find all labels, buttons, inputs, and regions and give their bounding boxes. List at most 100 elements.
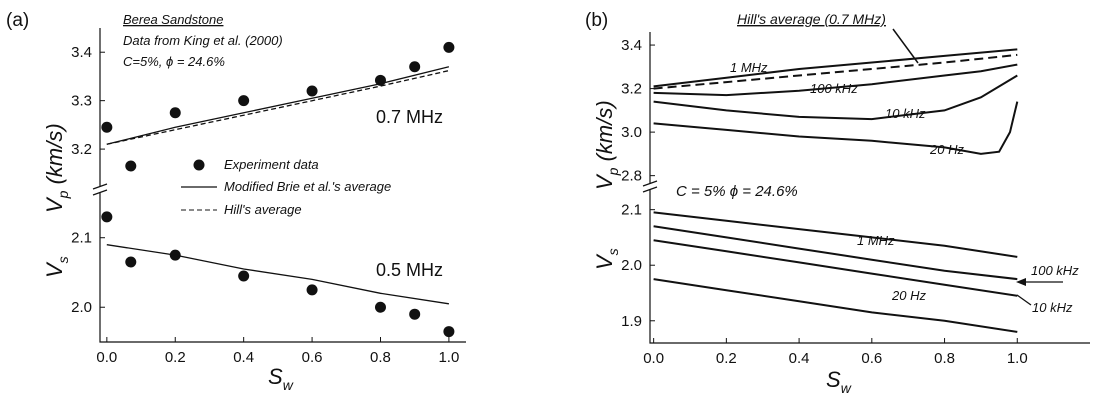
y-tick-label: 2.8 <box>621 168 642 185</box>
panel-a-x-label: Sw <box>268 364 294 393</box>
panel-b-bottom-y-label: Vs <box>592 248 621 270</box>
data-point-experiment-data <box>101 121 113 133</box>
panel-b-param-note: C = 5% ϕ = 24.6% <box>676 183 798 200</box>
y-tick-label: 3.3 <box>71 93 92 110</box>
x-tick-label: 0.4 <box>233 349 254 366</box>
x-tick-label: 1.0 <box>438 349 459 366</box>
panel-a-bottom-y-label: Vs <box>42 256 71 278</box>
b-arrowhead-100khz <box>1016 278 1026 286</box>
x-tick-label: 0.4 <box>789 350 810 367</box>
data-point-experiment-data <box>409 61 421 73</box>
panel-b-x-label: Sw <box>826 367 852 396</box>
y-tick-label: 2.1 <box>71 230 92 247</box>
y-tick-label: 2.1 <box>621 202 642 219</box>
panel-a-top-freq-label: 0.7 MHz <box>376 107 443 127</box>
panel-a-bottom-y-ticks: 2.0 2.1 <box>71 230 105 316</box>
data-point-experiment-data <box>169 107 181 119</box>
data-point-experiment-data <box>306 85 318 97</box>
panel-b-hill-label: Hill's average (0.7 MHz) <box>737 11 886 27</box>
series-line-10-khz <box>653 74 1018 121</box>
y-tick-label: 1.9 <box>621 313 642 330</box>
b-bottom-label-20hz: 20 Hz <box>891 288 926 303</box>
panel-a-source-note: Data from King et al. (2000) <box>123 33 283 48</box>
series-line-hill-s-average-0-7-mhz <box>653 53 1018 90</box>
series-line-100-khz <box>653 63 1018 97</box>
data-point-experiment-data <box>443 41 455 53</box>
b-top-label-100khz: 100 kHz <box>810 81 858 96</box>
b-bottom-label-100khz: 100 kHz <box>1031 263 1079 278</box>
panel-b-axis-break <box>642 180 658 193</box>
panel-a-bottom-series <box>101 211 455 338</box>
b-leader-10khz <box>1016 294 1032 306</box>
svg-text:Vs: Vs <box>592 248 621 270</box>
legend-text-brie: Modified Brie et al.'s average <box>224 179 391 194</box>
series-line-1-mhz <box>653 48 1018 88</box>
panel-b-top-y-ticks: 2.8 3.0 3.2 3.4 <box>621 37 655 185</box>
svg-text:Vp (km/s): Vp (km/s) <box>42 123 71 213</box>
panel-b-top-series <box>653 48 1019 155</box>
series-line-modified-brie-et-al-s-average <box>106 244 449 305</box>
x-tick-label: 0.8 <box>370 349 391 366</box>
panel-b-axes <box>649 32 1090 344</box>
panel-a-legend: Experiment data Modified Brie et al.'s a… <box>181 157 391 217</box>
panel-a-axes <box>99 28 466 343</box>
b-top-label-20hz: 20 Hz <box>929 142 964 157</box>
legend-marker-experiment <box>193 159 205 171</box>
data-point-experiment-data <box>238 95 250 107</box>
panel-a-top-y-label: Vp (km/s) <box>42 123 71 213</box>
b-bottom-label-10khz: 10 kHz <box>1032 300 1073 315</box>
y-tick-label: 3.2 <box>71 141 92 158</box>
y-tick-label: 3.4 <box>71 44 92 61</box>
series-line-hill-s-average <box>106 69 450 145</box>
panel-a-x-ticks: 0.0 0.2 0.4 0.6 0.8 1.0 <box>96 337 459 366</box>
panel-b-top-y-label: Vp (km/s) <box>592 100 621 190</box>
b-bottom-label-1mhz: 1 MHz <box>857 233 895 248</box>
panel-a-top-series <box>101 41 455 172</box>
data-point-experiment-data <box>125 256 137 268</box>
svg-text:Sw: Sw <box>826 367 852 396</box>
x-tick-label: 0.6 <box>302 349 323 366</box>
panel-b-x-ticks: 0.0 0.2 0.4 0.6 0.8 1.0 <box>643 338 1028 367</box>
panel-b: (b) 0.0 0.2 0.4 0.6 0.8 1.0 2.8 3.0 3.2 3.4 1.9 2… <box>585 10 1090 396</box>
panel-b-label: (b) <box>585 10 608 31</box>
panel-a-label: (a) <box>6 10 29 31</box>
panel-a-param-note: C=5%, ϕ = 24.6% <box>123 54 225 69</box>
data-point-experiment-data <box>409 308 421 320</box>
series-line-20-hz <box>653 101 1019 155</box>
x-tick-label: 0.8 <box>934 350 955 367</box>
x-tick-label: 0.2 <box>716 350 737 367</box>
panel-a-top-y-ticks: 3.2 3.3 3.4 <box>71 44 105 158</box>
y-tick-label: 3.2 <box>621 81 642 98</box>
series-line-100-khz <box>653 225 1018 281</box>
legend-text-hill: Hill's average <box>224 202 302 217</box>
panel-a-axis-break <box>92 183 108 196</box>
x-tick-label: 0.0 <box>96 349 117 366</box>
panel-a-bottom-freq-label: 0.5 MHz <box>376 260 443 280</box>
x-tick-label: 0.6 <box>861 350 882 367</box>
data-point-experiment-data <box>238 270 250 282</box>
x-tick-label: 0.2 <box>165 349 186 366</box>
y-tick-label: 3.4 <box>621 37 642 54</box>
series-line-20-hz <box>653 278 1018 333</box>
panel-b-hill-leader <box>892 28 919 64</box>
data-point-experiment-data <box>374 301 386 313</box>
b-top-label-10khz: 10 kHz <box>885 106 926 121</box>
legend-text-experiment: Experiment data <box>224 157 319 172</box>
data-point-experiment-data <box>306 284 318 296</box>
data-point-experiment-data <box>101 211 113 223</box>
y-tick-label: 3.0 <box>621 124 642 141</box>
svg-text:Sw: Sw <box>268 364 294 393</box>
b-top-label-1mhz: 1 MHz <box>730 60 768 75</box>
data-point-experiment-data <box>125 160 137 172</box>
svg-text:Vs: Vs <box>42 256 71 278</box>
x-tick-label: 0.0 <box>643 350 664 367</box>
data-point-experiment-data <box>443 326 455 338</box>
y-tick-label: 2.0 <box>621 257 642 274</box>
series-line-modified-brie-et-al-s-average <box>106 66 450 145</box>
panel-a-sample-note: Berea Sandstone <box>123 12 223 27</box>
panel-b-bottom-series <box>653 211 1018 333</box>
x-tick-label: 1.0 <box>1007 350 1028 367</box>
svg-text:Vp (km/s): Vp (km/s) <box>592 100 621 190</box>
series-line-10-khz <box>653 239 1018 297</box>
